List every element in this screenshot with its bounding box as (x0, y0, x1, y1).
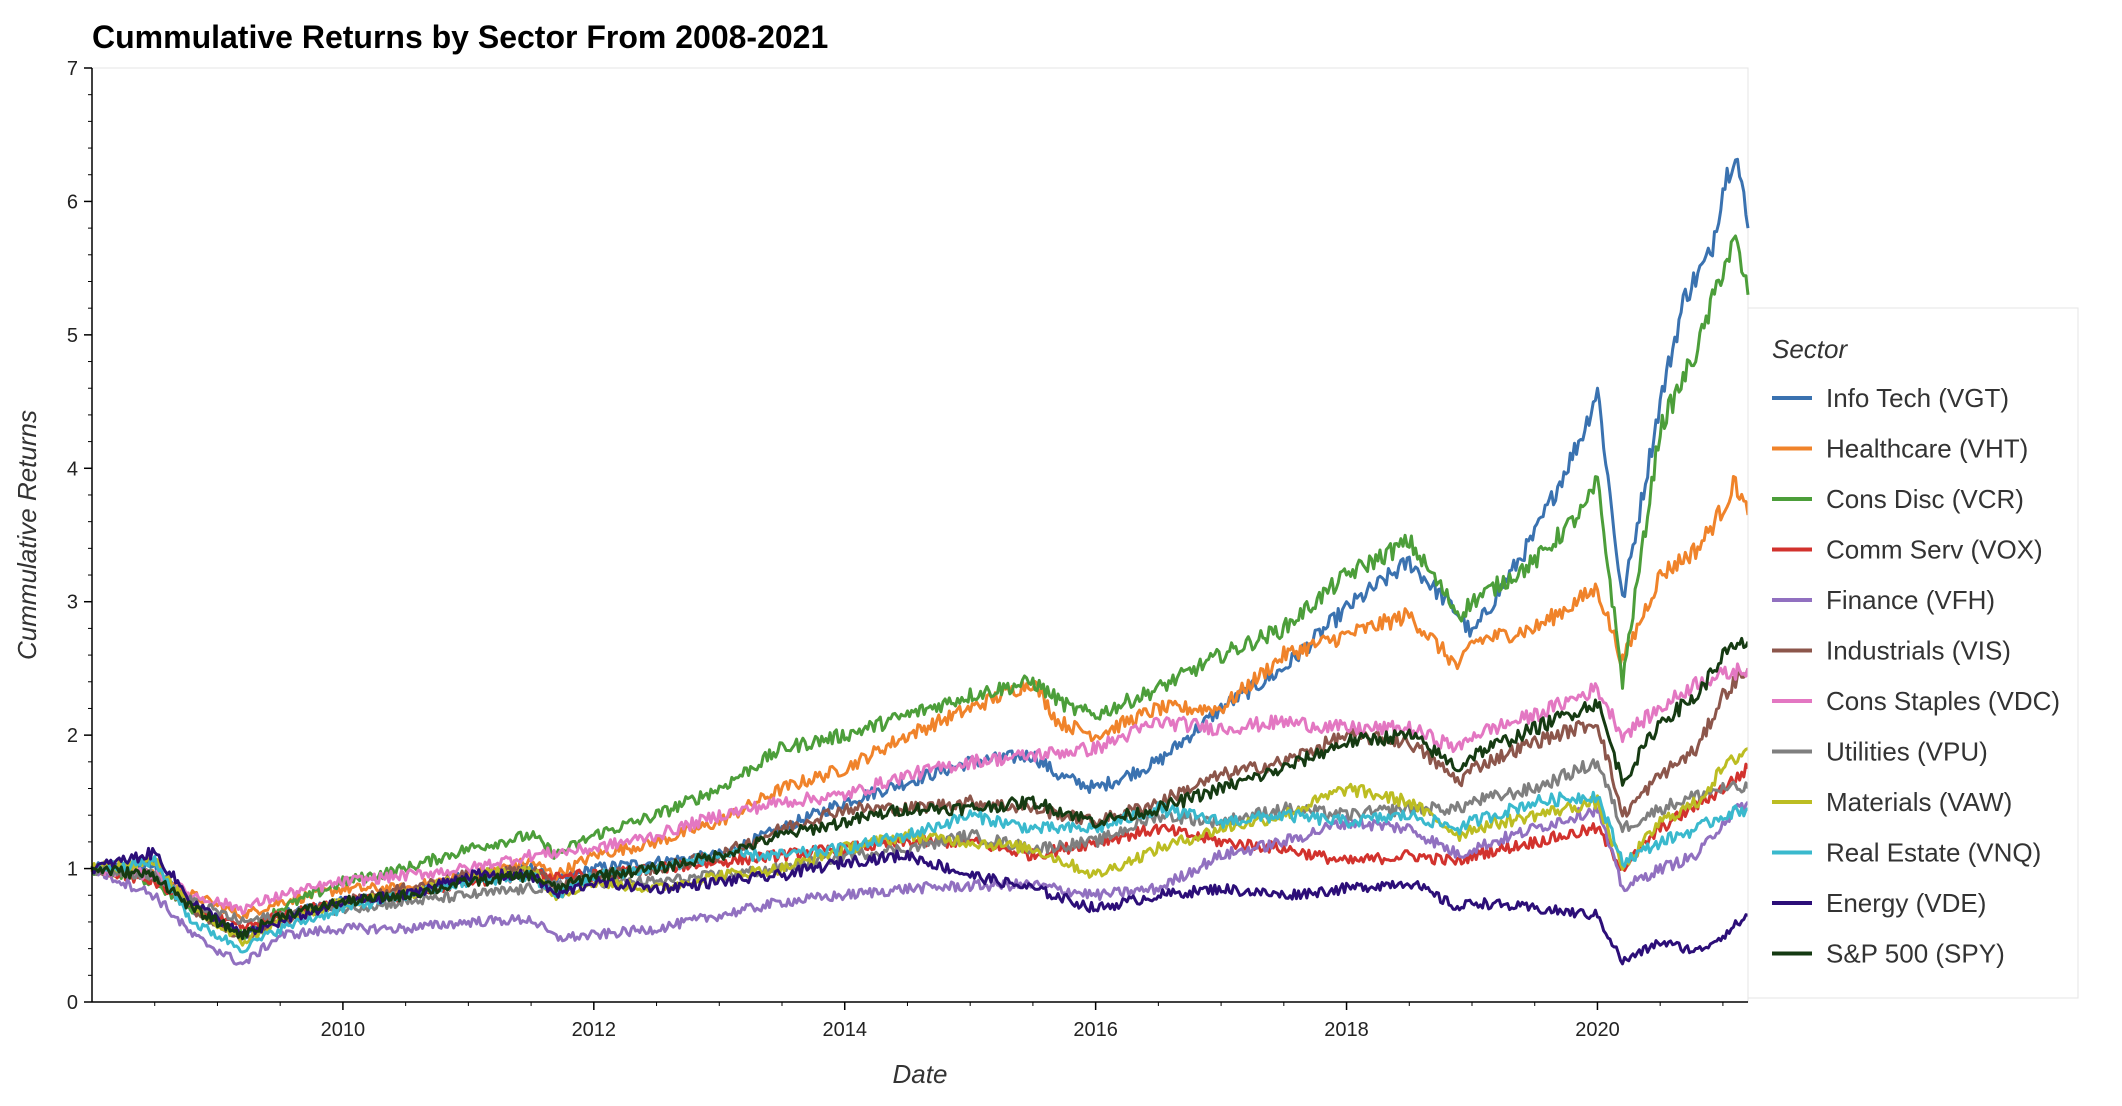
legend-item-label: Comm Serv (VOX) (1826, 535, 2043, 565)
y-tick-label: 3 (67, 592, 78, 614)
series-line (90, 800, 1750, 966)
axes-group: 0 1 2 3 4 5 6 7 2010 2012 2014 2016 2018 2020 (67, 58, 1748, 1041)
series-line (91, 758, 1750, 926)
x-tick-label: 2010 (321, 1019, 366, 1041)
legend-item-label: Real Estate (VNQ) (1826, 838, 2041, 868)
x-axis-title: Date (893, 1059, 948, 1089)
legend-item-label: Industrials (VIS) (1826, 636, 2011, 666)
y-tick-label: 6 (67, 191, 78, 213)
x-tick-label: 2016 (1073, 1019, 1118, 1041)
series-group (90, 157, 1750, 966)
legend-item-label: Energy (VDE) (1826, 888, 1986, 918)
legend: Sector Info Tech (VGT) Healthcare (VHT) Co… (1747, 307, 2079, 999)
y-tick-label: 0 (67, 992, 78, 1014)
chart-title: Cummulative Returns by Sector From 2008-… (92, 19, 828, 55)
x-tick-label: 2020 (1575, 1019, 1620, 1041)
x-tick-label: 2018 (1324, 1019, 1369, 1041)
y-tick-label: 4 (67, 458, 78, 480)
legend-item-label: Info Tech (VGT) (1826, 383, 2009, 413)
y-tick-label: 5 (67, 325, 78, 347)
legend-item-label: Healthcare (VHT) (1826, 434, 2028, 464)
legend-title: Sector (1772, 334, 1848, 364)
y-tick-label: 2 (67, 725, 78, 747)
y-axis-title: Cummulative Returns (12, 410, 42, 660)
series-line (90, 234, 1750, 940)
legend-item-label: Cons Disc (VCR) (1826, 484, 2024, 514)
legend-item-label: Cons Staples (VDC) (1826, 686, 2060, 716)
series-line (90, 475, 1750, 922)
x-tick-label: 2012 (572, 1019, 617, 1041)
y-tick-label: 7 (67, 58, 78, 80)
series-line (90, 662, 1750, 915)
legend-item-label: S&P 500 (SPY) (1826, 939, 2005, 969)
legend-box (1747, 307, 2079, 999)
x-tick-label: 2014 (822, 1019, 867, 1041)
legend-item-label: Materials (VAW) (1826, 787, 2012, 817)
series-line (91, 790, 1749, 954)
legend-item-label: Finance (VFH) (1826, 585, 1995, 615)
series-line (91, 636, 1750, 941)
y-tick-label: 1 (67, 859, 78, 881)
legend-item-label: Utilities (VPU) (1826, 737, 1988, 767)
